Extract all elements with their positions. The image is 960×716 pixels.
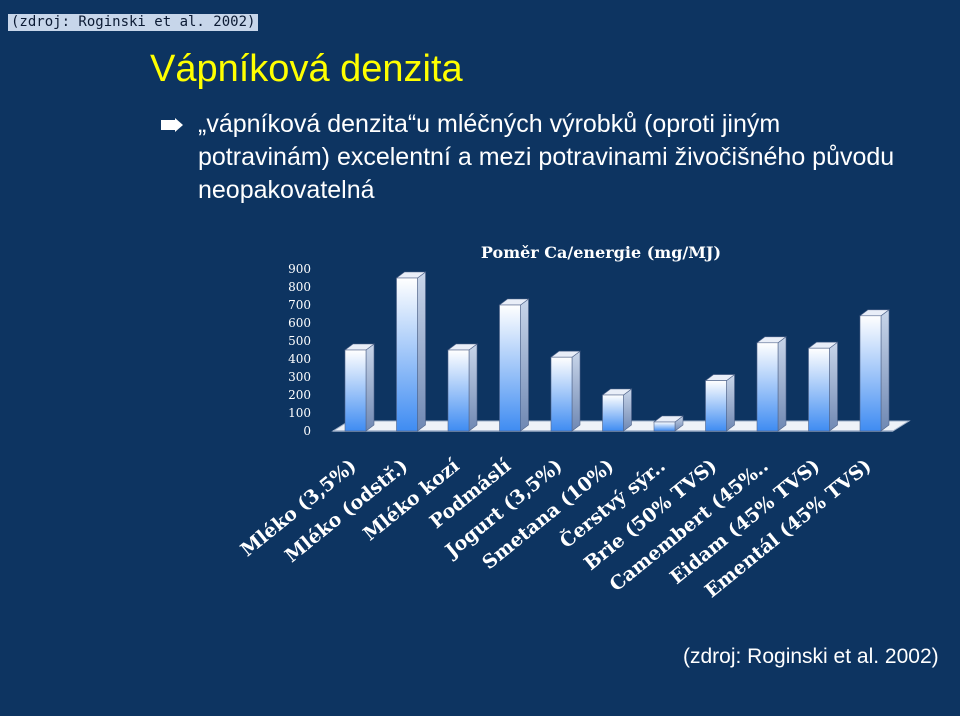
bar-front <box>396 277 418 432</box>
y-tick-label: 200 <box>288 388 311 402</box>
bar-side <box>571 350 581 432</box>
bar-front <box>705 380 727 432</box>
y-tick-label: 0 <box>303 424 311 438</box>
bullet-text: „vápníková denzita“u mléčných výrobků (o… <box>198 110 895 204</box>
bar-front <box>602 394 624 432</box>
bar-front <box>447 349 470 432</box>
y-tick-label: 500 <box>288 334 311 348</box>
bar-side <box>726 374 735 432</box>
bar-side <box>777 336 787 432</box>
y-axis: 900 800 700 600 500 400 300 200 100 0 <box>288 262 311 438</box>
source-citation-bottom: (zdroj: Roginski et al. 2002) <box>683 645 939 668</box>
bar-side <box>829 341 838 432</box>
bar-front <box>808 347 830 432</box>
bar <box>756 336 787 432</box>
bar-front <box>756 342 779 432</box>
bar <box>601 388 633 432</box>
bar <box>550 350 581 432</box>
bar-front <box>344 349 367 432</box>
slide-title: Vápníková denzita <box>150 48 463 90</box>
bar <box>395 271 427 432</box>
bar-front <box>859 315 882 432</box>
arrow-bullet-icon <box>161 118 183 132</box>
bar-side <box>520 298 529 432</box>
bar-side <box>880 309 890 432</box>
bar-front <box>499 304 521 432</box>
x-axis-labels: Mléko (3,5%)Mléko (odstř.)Mléko kozíPodm… <box>237 454 876 602</box>
bar-front <box>550 356 573 432</box>
bar <box>447 343 478 432</box>
y-tick-label: 400 <box>288 352 311 366</box>
y-tick-label: 600 <box>288 316 311 330</box>
chart-title: Poměr Ca/energie (mg/MJ) <box>481 243 721 262</box>
y-tick-label: 300 <box>288 370 311 384</box>
bar <box>704 374 736 432</box>
bar-series <box>344 271 890 432</box>
y-tick-label: 900 <box>288 262 311 276</box>
bar-side <box>623 388 632 432</box>
bar <box>653 415 684 432</box>
bar <box>807 341 839 432</box>
bar <box>859 309 890 432</box>
bar <box>498 298 530 432</box>
bar <box>344 343 375 432</box>
y-tick-label: 700 <box>288 298 311 312</box>
bar-side <box>365 343 375 432</box>
y-tick-label: 100 <box>288 406 311 420</box>
bar-side <box>468 343 478 432</box>
y-tick-label: 800 <box>288 280 311 294</box>
bar-side <box>417 271 426 432</box>
bar-front <box>653 421 676 432</box>
source-citation-top: (zdroj: Roginski et al. 2002) <box>8 14 259 31</box>
